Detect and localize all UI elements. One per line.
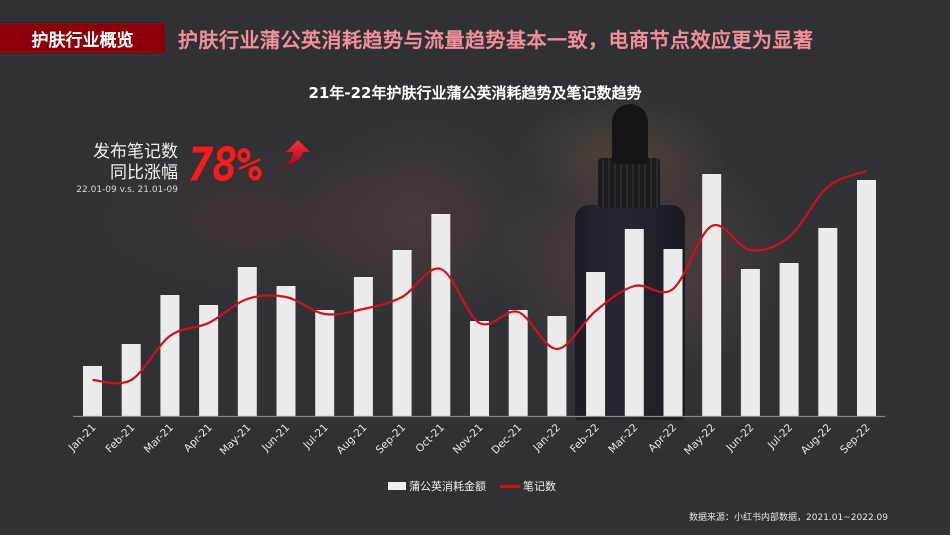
bar [663, 249, 683, 416]
x-tick-label: Jun-21 [259, 422, 292, 455]
legend-item-line: 笔记数 [500, 478, 556, 494]
legend-item-bar: 蒲公英消耗金额 [388, 478, 486, 494]
bar [276, 286, 296, 416]
x-tick-label: Nov-21 [451, 422, 486, 457]
kpi-value: 78% [188, 137, 262, 192]
bar [315, 310, 335, 416]
x-tick-label: Aug-22 [799, 422, 834, 457]
line-swatch-icon [500, 484, 520, 488]
bar-swatch-icon [388, 482, 406, 490]
bar [160, 295, 180, 416]
x-tick-label: Dec-21 [489, 422, 524, 457]
x-tick-label: May-22 [682, 422, 718, 458]
x-tick-label: Sep-22 [838, 422, 873, 457]
bar [392, 250, 412, 416]
bar [779, 263, 799, 416]
bar [586, 272, 606, 416]
section-tag: 护肤行业概览 [0, 23, 165, 53]
bar [624, 229, 644, 416]
x-tick-label: Mar-21 [142, 422, 176, 456]
bar [199, 305, 219, 416]
x-tick-label: Jan-21 [66, 422, 99, 455]
x-tick-label: Feb-21 [104, 422, 138, 456]
legend-bar-label: 蒲公英消耗金额 [409, 480, 486, 493]
bar [818, 228, 838, 416]
x-tick-label: Jul-22 [765, 422, 795, 452]
chart-title: 21年-22年护肤行业蒲公英消耗趋势及笔记数趋势 [308, 84, 642, 102]
x-tick-label: Mar-22 [606, 422, 640, 456]
section-tag-label: 护肤行业概览 [31, 30, 134, 51]
x-tick-label: Jan-22 [530, 422, 563, 455]
x-tick-label: Apr-21 [182, 422, 215, 455]
notes-count-line [92, 169, 867, 385]
legend-line-label: 笔记数 [523, 480, 556, 493]
bottle-dropper-image [612, 104, 648, 164]
bar [508, 310, 528, 416]
bar [431, 214, 451, 416]
chart-legend: 蒲公英消耗金额 笔记数 [388, 478, 556, 494]
bar [470, 321, 489, 416]
bar-series [83, 174, 876, 416]
x-axis-labels: Jan-21 Feb-21 Mar-21 Apr-21 May-21 Jun-21 Jul-… [66, 422, 873, 458]
x-tick-label: Jul-21 [301, 422, 331, 452]
x-tick-label: Sep-21 [374, 422, 409, 457]
bar [237, 267, 257, 416]
x-tick-label: Oct-21 [413, 422, 446, 455]
bar [702, 174, 722, 416]
x-tick-label: Feb-22 [568, 422, 602, 456]
page-headline: 护肤行业蒲公英消耗趋势与流量趋势基本一致，电商节点效应更为显著 [178, 28, 814, 52]
x-tick-label: Aug-21 [334, 422, 369, 457]
x-tick-label: Apr-22 [646, 422, 679, 455]
bar [740, 269, 760, 416]
data-source-note: 数据来源：小红书内部数据，2021.01~2022.09 [689, 513, 888, 523]
bar [353, 277, 373, 416]
bar [547, 316, 567, 416]
x-tick-label: May-21 [218, 422, 254, 458]
up-arrow-icon [282, 140, 310, 166]
kpi-label-line1: 发布笔记数 [93, 142, 178, 162]
kpi-label-line2: 同比涨幅 [110, 163, 178, 183]
bottle-collar-image [598, 158, 660, 208]
bar [83, 366, 102, 416]
x-tick-label: Jun-22 [724, 422, 757, 455]
kpi-period: 22.01-09 v.s. 21.01-09 [76, 185, 178, 195]
bar [857, 180, 876, 416]
kpi-label: 发布笔记数 同比涨幅 [60, 142, 178, 184]
